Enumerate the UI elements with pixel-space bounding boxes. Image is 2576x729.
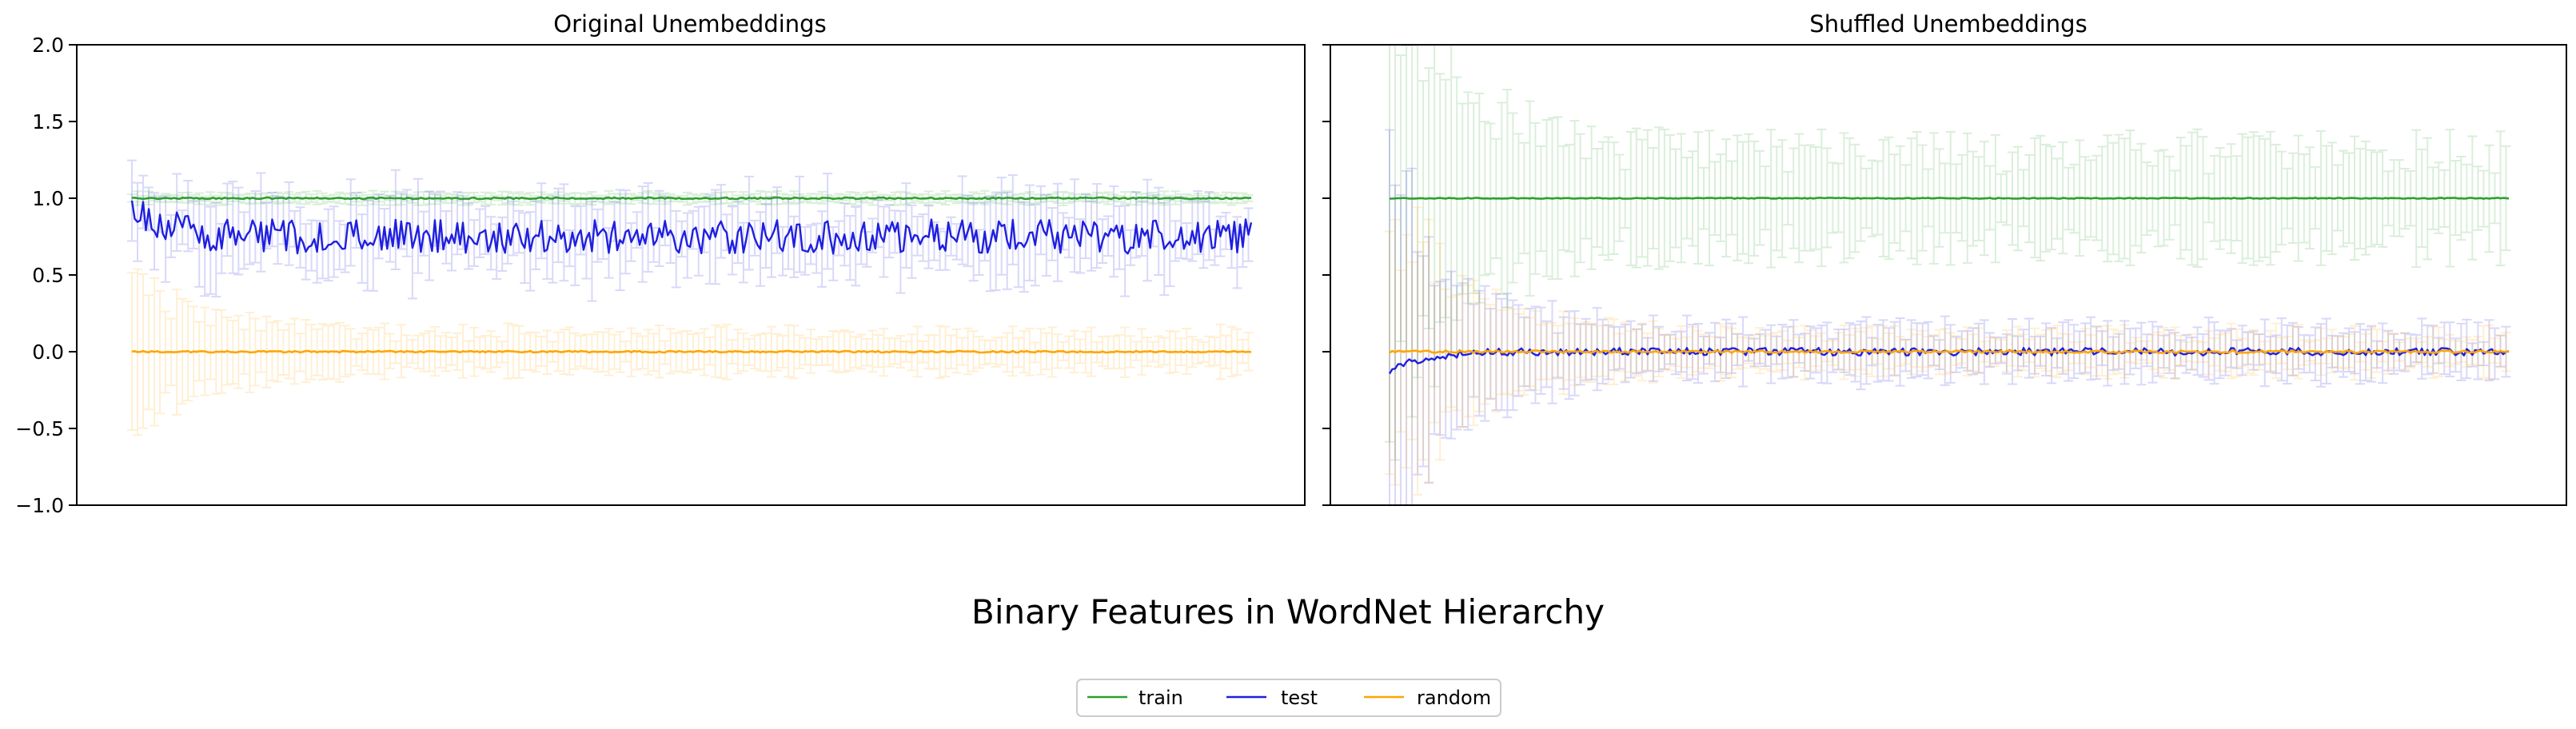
y-tick-label: 1.0 [32,187,64,210]
legend-label-test: test [1281,687,1318,709]
legend-label-train: train [1138,687,1183,709]
y-tick-label: 2.0 [32,34,64,57]
series-layer-shuffled [1385,44,2511,506]
y-axis-original: 2.0 1.5 1.0 0.5 0.0 −0.5 −1.0 [15,34,77,517]
errorbars-test [127,159,1254,302]
legend-entry-train: train [1087,687,1183,709]
legend-entry-test: test [1226,687,1318,709]
series-line-test [130,200,1253,255]
y-axis-shuffled [1322,44,1330,506]
series-line-random [1389,349,2510,354]
errorbars-test [1385,129,2511,506]
series-line-train [1390,197,2510,200]
y-tick-label: −1.0 [15,494,64,517]
series-line-random [131,349,1252,354]
y-tick-label: −0.5 [15,417,64,440]
axes-frame-original [76,44,1306,506]
panel-title-shuffled: Shuffled Unembeddings [1809,10,2087,38]
legend-entry-random: random [1364,687,1491,709]
y-tick-label: 0.5 [32,264,64,287]
series-layer-original [127,159,1254,436]
panel-shuffled: Shuffled Unembeddings [1322,10,2567,506]
errorbars-train [127,189,1254,207]
panel-original: Original Unembeddings 2.0 1.5 1.0 0.5 0.0 −0.… [15,10,1306,517]
legend: train test random [1076,679,1501,717]
series-line-train [131,196,1252,201]
errorbars-train [1385,44,2511,461]
figure-suptitle: Binary Features in WordNet Hierarchy [971,592,1605,631]
legend-frame [1076,679,1501,717]
y-tick-label: 0.0 [32,341,64,364]
y-tick-label: 1.5 [32,110,64,133]
panel-title-original: Original Unembeddings [553,10,826,38]
legend-label-random: random [1417,687,1491,709]
